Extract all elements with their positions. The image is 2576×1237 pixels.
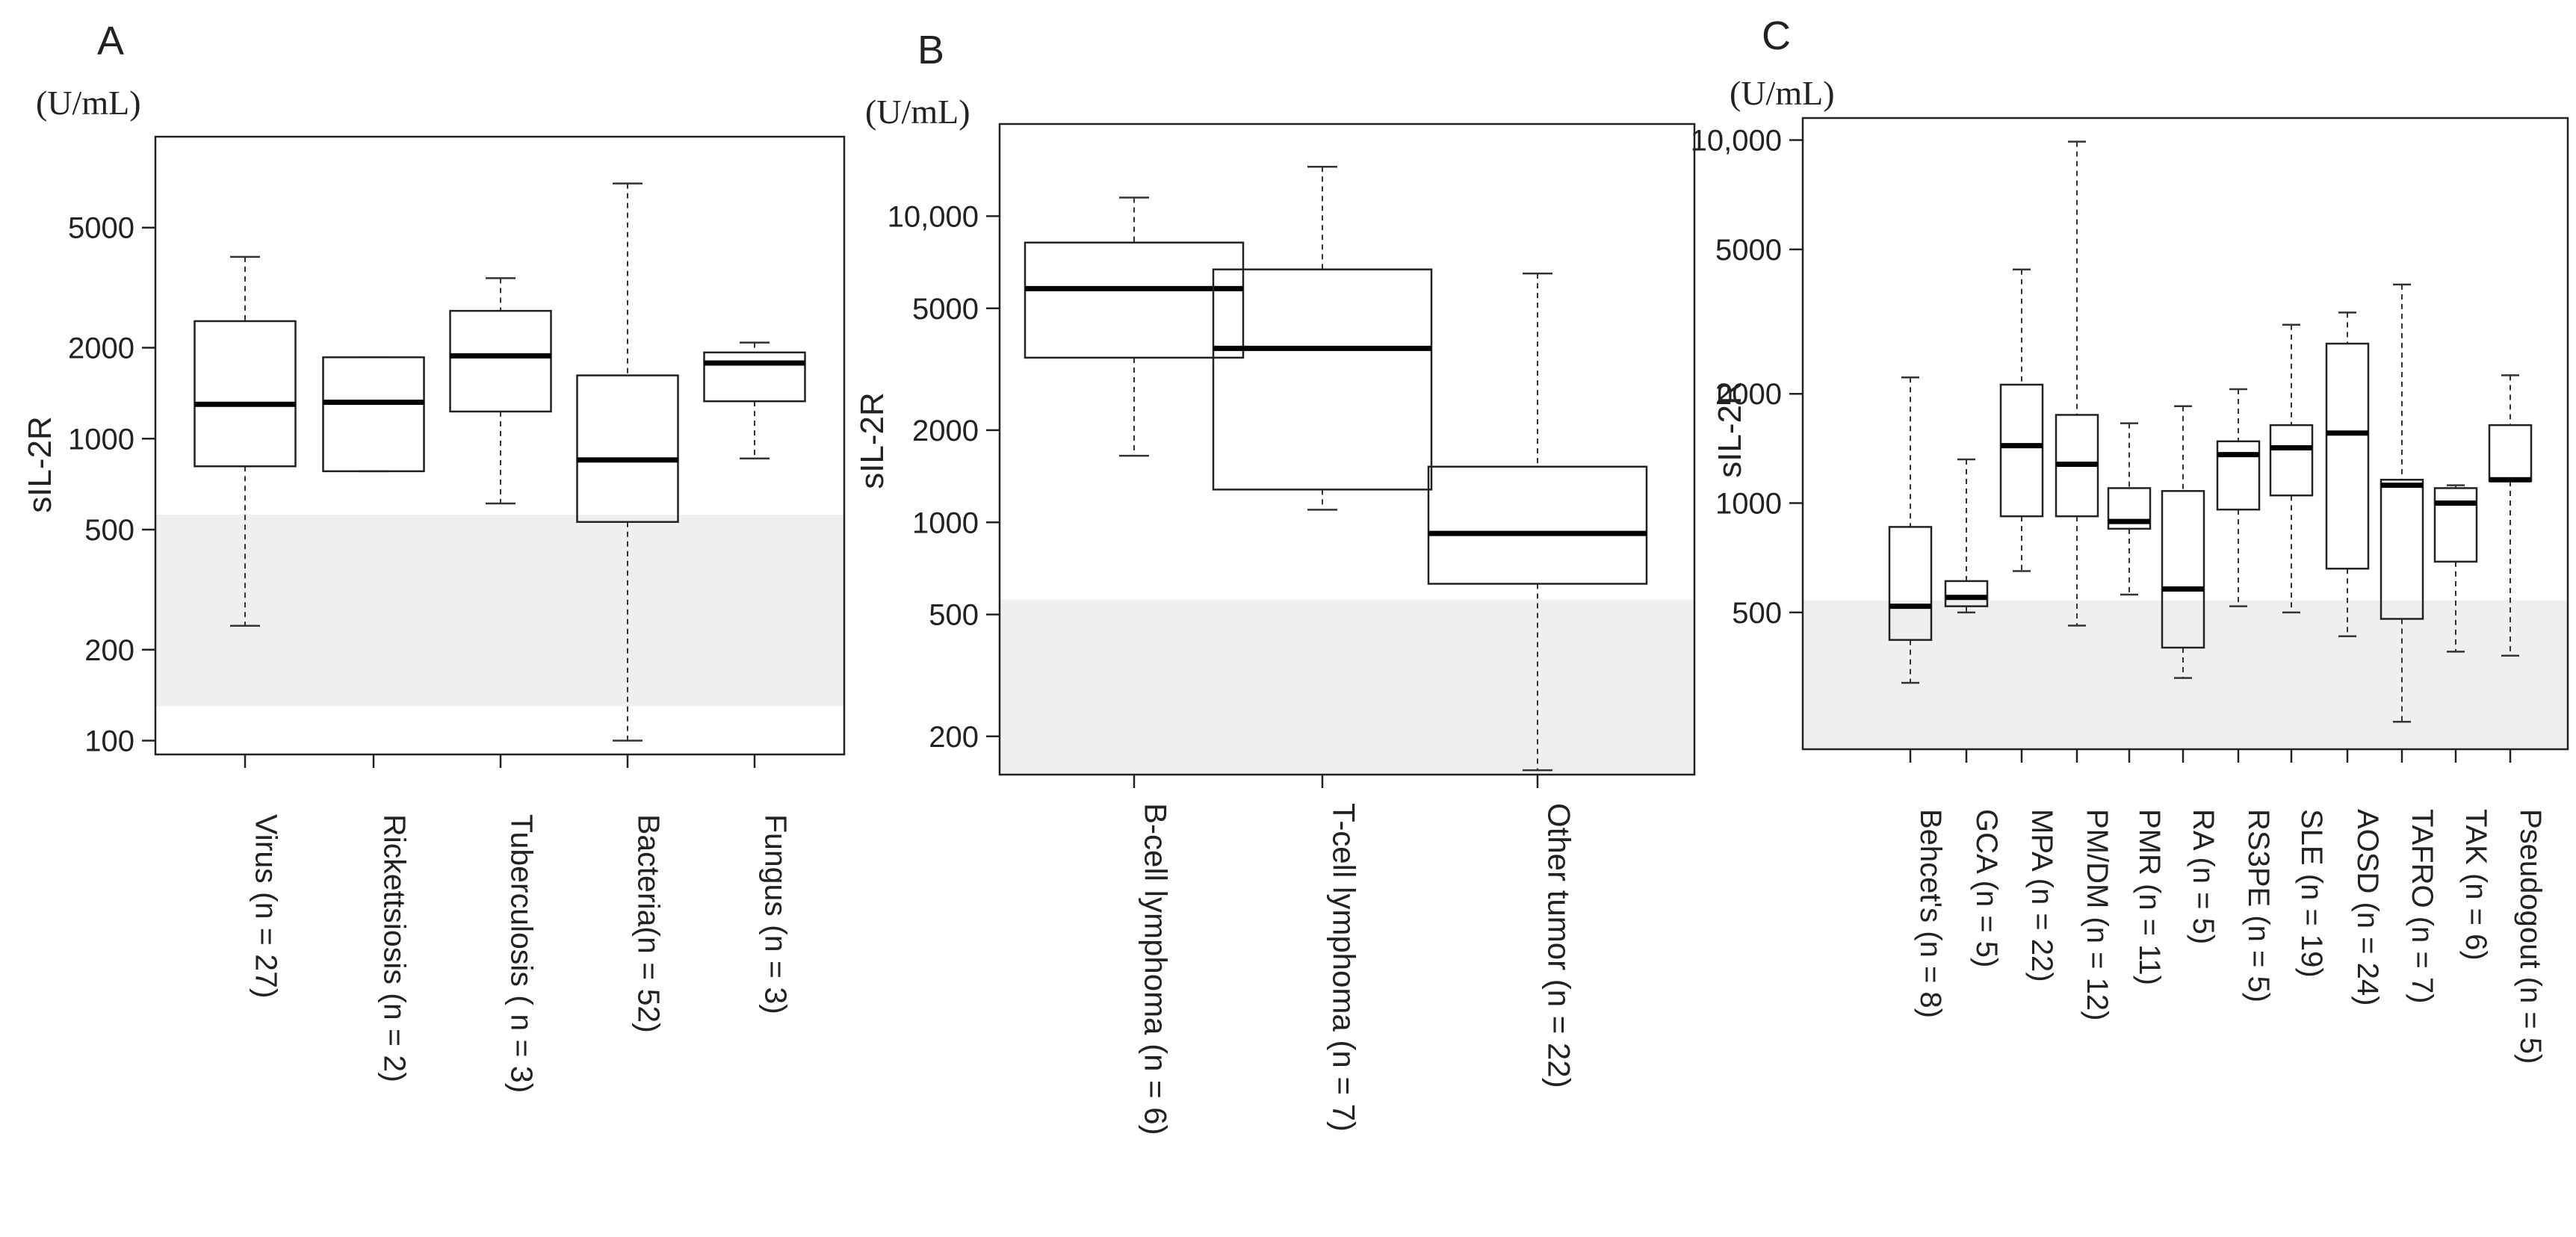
panel-c-y-tick-label: 2000 — [1715, 378, 1782, 411]
panel-c-y-axis-title: sIL-2R — [1712, 381, 1748, 478]
panel-c-category-label: TAK (n = 6) — [2459, 809, 2492, 961]
panel-c-box-11 — [2433, 484, 2478, 653]
panel-b-iqr-box — [1212, 268, 1433, 491]
panel-c-category-label: SLE (n = 19) — [2295, 809, 2328, 978]
panel-c-iqr-box — [2216, 440, 2261, 511]
panel-c-box-5 — [2107, 422, 2152, 596]
panel-a-reference-range-shading — [155, 515, 844, 707]
panel-b-category-label: T-cell lymphoma (n = 7) — [1327, 803, 1362, 1132]
panel-a-letter: A — [97, 19, 124, 63]
panel-b-box-1 — [1024, 196, 1245, 457]
panel-c-category-label: RA (n = 5) — [2187, 809, 2220, 944]
panel-b-iqr-box — [1024, 241, 1245, 359]
panel-c-box-12 — [2488, 374, 2533, 657]
panel-c: C (U/mL) sIL-2R 500 1000 2000 5000 10,000 Beh… — [1691, 13, 2569, 1064]
panel-a-y-tick-label: 500 — [84, 514, 134, 547]
panel-b-y-axis-title: sIL-2R — [854, 392, 891, 489]
panel-b-y-tick-label: 2000 — [912, 415, 979, 447]
panel-c-box-6 — [2161, 405, 2205, 679]
panel-a-unit-label: (U/mL) — [36, 84, 141, 122]
panel-b-box-2 — [1212, 165, 1433, 511]
panel-c-y-tick-label: 10,000 — [1691, 125, 1782, 158]
panel-c-y-tick-label: 1000 — [1715, 488, 1782, 521]
panel-c-category-label: TAFRO (n = 7) — [2406, 809, 2439, 1003]
panel-a-category-label: Fungus (n = 3) — [758, 814, 793, 1014]
panel-b-category-label: Other tumor (n = 22) — [1542, 803, 1577, 1088]
panel-b-plot-frame — [998, 123, 1696, 776]
panel-b-box-3 — [1427, 272, 1648, 772]
panel-c-reference-range-shading — [1803, 600, 2568, 749]
panel-c-category-label: Behcet's (n = 8) — [1914, 809, 1947, 1018]
panel-c-iqr-box — [2433, 487, 2478, 563]
panel-a: A (U/mL) sIL-2R 100 200 500 1000 2000 5000 Vir… — [22, 19, 846, 1093]
panel-c-box-10 — [2380, 283, 2424, 723]
panel-c-category-label: PM/DM (n = 12) — [2081, 809, 2114, 1020]
panel-c-category-label: RS3PE (n = 5) — [2242, 809, 2275, 1002]
panel-c-box-4 — [2055, 140, 2099, 627]
panel-c-iqr-box — [1999, 383, 2044, 518]
panel-b-y-tick-label: 200 — [929, 721, 979, 754]
panel-a-y-tick-label: 200 — [84, 634, 134, 667]
panel-a-y-tick-label: 100 — [84, 725, 134, 758]
panel-b-category-label: B-cell lymphoma (n = 6) — [1139, 803, 1174, 1135]
panel-a-iqr-box — [193, 320, 297, 468]
panel-a-iqr-box — [576, 374, 679, 523]
panel-a-iqr-box — [703, 351, 806, 403]
panel-b-y-tick-label: 10,000 — [888, 200, 979, 233]
panel-c-iqr-box — [1944, 580, 1989, 607]
panel-b-y-tick-label: 500 — [929, 599, 979, 632]
panel-c-box-9 — [2325, 311, 2370, 637]
panel-c-unit-label: (U/mL) — [1730, 74, 1835, 112]
panel-a-iqr-box — [449, 309, 552, 413]
panel-c-box-7 — [2216, 388, 2261, 607]
panel-a-box-4 — [576, 182, 679, 742]
panel-c-box-3 — [1999, 268, 2044, 572]
panel-a-box-5 — [703, 341, 806, 459]
panel-a-category-label: Bacteria(n = 52) — [631, 814, 666, 1033]
panel-c-iqr-box — [2380, 478, 2424, 620]
panel-a-category-label: Rickettsiosis (n = 2) — [377, 814, 412, 1082]
panel-b-y-tick-label: 1000 — [912, 506, 979, 539]
panel-a-y-axis-title: sIL-2R — [22, 416, 58, 513]
panel-b-iqr-box — [1427, 465, 1648, 585]
panel-c-iqr-box — [2107, 487, 2152, 530]
panel-b-plot: 200 500 1000 2000 5000 10,000 B-cell lymphoma … — [888, 123, 1696, 1135]
panel-c-category-label: MPA (n = 22) — [2025, 809, 2058, 982]
panel-a-y-tick-label: 5000 — [68, 212, 134, 245]
panel-c-category-label: AOSD (n = 24) — [2351, 809, 2384, 1005]
panel-c-category-label: GCA (n = 5) — [1970, 809, 2003, 967]
panel-a-category-label: Tuberculosis ( n = 3) — [504, 814, 539, 1093]
panel-c-box-1 — [1888, 376, 1933, 684]
panel-a-box-3 — [449, 277, 552, 505]
panel-a-plot: 100 200 500 1000 2000 5000 Virus (n = 27) Ricke… — [68, 135, 846, 1093]
panel-a-y-tick-label: 1000 — [68, 423, 134, 456]
panel-a-box-2 — [322, 356, 425, 473]
panel-c-box-8 — [2269, 323, 2314, 614]
panel-a-box-1 — [193, 255, 297, 627]
panel-c-category-label: Pseudogout (n = 5) — [2514, 809, 2547, 1064]
panel-c-iqr-box — [2325, 342, 2370, 570]
panel-c-box-2 — [1944, 458, 1989, 614]
panel-c-iqr-box — [1888, 526, 1933, 641]
panel-c-plot-frame — [1801, 117, 2569, 751]
panel-c-letter: C — [1762, 13, 1791, 58]
panel-a-category-label: Virus (n = 27) — [249, 814, 283, 999]
panel-b: B (U/mL) sIL-2R 200 500 1000 2000 5000 10,000… — [854, 28, 1696, 1135]
panel-c-iqr-box — [2161, 490, 2205, 649]
panel-a-y-tick-label: 2000 — [68, 332, 134, 365]
panel-b-y-tick-label: 5000 — [912, 293, 979, 326]
panel-b-reference-range-shading — [1000, 599, 1694, 775]
panel-b-letter: B — [917, 28, 944, 72]
panel-c-category-label: PMR (n = 11) — [2133, 809, 2166, 985]
panel-c-y-tick-label: 5000 — [1715, 234, 1782, 267]
panel-c-iqr-box — [2269, 424, 2314, 497]
panel-c-plot: 500 1000 2000 5000 10,000 Behcet's (n = 8) GCA… — [1691, 117, 2569, 1064]
panel-c-y-tick-label: 500 — [1732, 597, 1782, 630]
panel-b-unit-label: (U/mL) — [865, 93, 970, 131]
panel-a-iqr-box — [322, 356, 425, 473]
